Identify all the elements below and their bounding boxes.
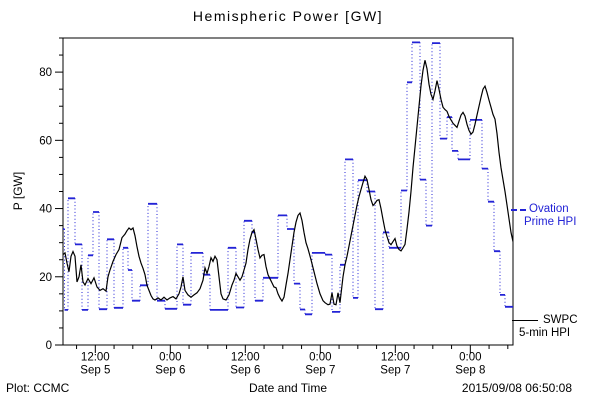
x-tick-date-label: Sep 6 [155, 365, 185, 377]
y-tick-label: 0 [46, 340, 52, 352]
x-tick-date-label: Sep 8 [455, 365, 485, 377]
ovation-line-sample-icon [511, 208, 517, 211]
y-tick-label: 40 [39, 204, 52, 216]
plot-border [62, 37, 514, 346]
x-tick-time-label: 0:00 [159, 352, 181, 364]
y-tick-label: 60 [39, 135, 52, 147]
y-tick-label: 20 [39, 272, 52, 284]
x-tick-date-label: Sep 7 [380, 365, 410, 377]
plot-timestamp: 2015/09/08 06:50:08 [461, 381, 572, 395]
swpc-line-sample-icon [512, 320, 538, 321]
legend-ovation: Ovation Prime HPI [511, 203, 576, 229]
legend-ovation-line2: Prime HPI [524, 216, 577, 228]
ovation-line-sample-icon [520, 208, 526, 211]
x-tick-date-label: Sep 6 [230, 365, 260, 377]
y-tick-label: 80 [39, 67, 52, 79]
x-tick-time-label: 0:00 [309, 352, 331, 364]
x-tick-date-label: Sep 7 [305, 365, 335, 377]
x-tick-time-label: 12:00 [81, 352, 110, 364]
x-axis-label: Date and Time [248, 381, 328, 395]
legend-swpc: SWPC 5-min HPI [512, 314, 578, 340]
chart-title: Hemispheric Power [GW] [192, 8, 384, 24]
ovation-series-steps [63, 41, 513, 316]
x-tick-date-label: Sep 5 [80, 365, 110, 377]
legend-ovation-line1: Ovation [529, 203, 569, 215]
x-tick-time-label: 12:00 [381, 352, 410, 364]
legend-swpc-line2: 5-min HPI [519, 327, 571, 339]
y-axis-label: P [GW] [11, 171, 25, 211]
ovation-series-connectors [64, 42, 506, 315]
x-tick-time-label: 12:00 [231, 352, 260, 364]
x-tick-time-label: 0:00 [459, 352, 481, 364]
plot-source-text: Plot: CCMC [6, 381, 70, 395]
swpc-series-line [63, 60, 513, 306]
legend-swpc-line1: SWPC [543, 314, 578, 326]
